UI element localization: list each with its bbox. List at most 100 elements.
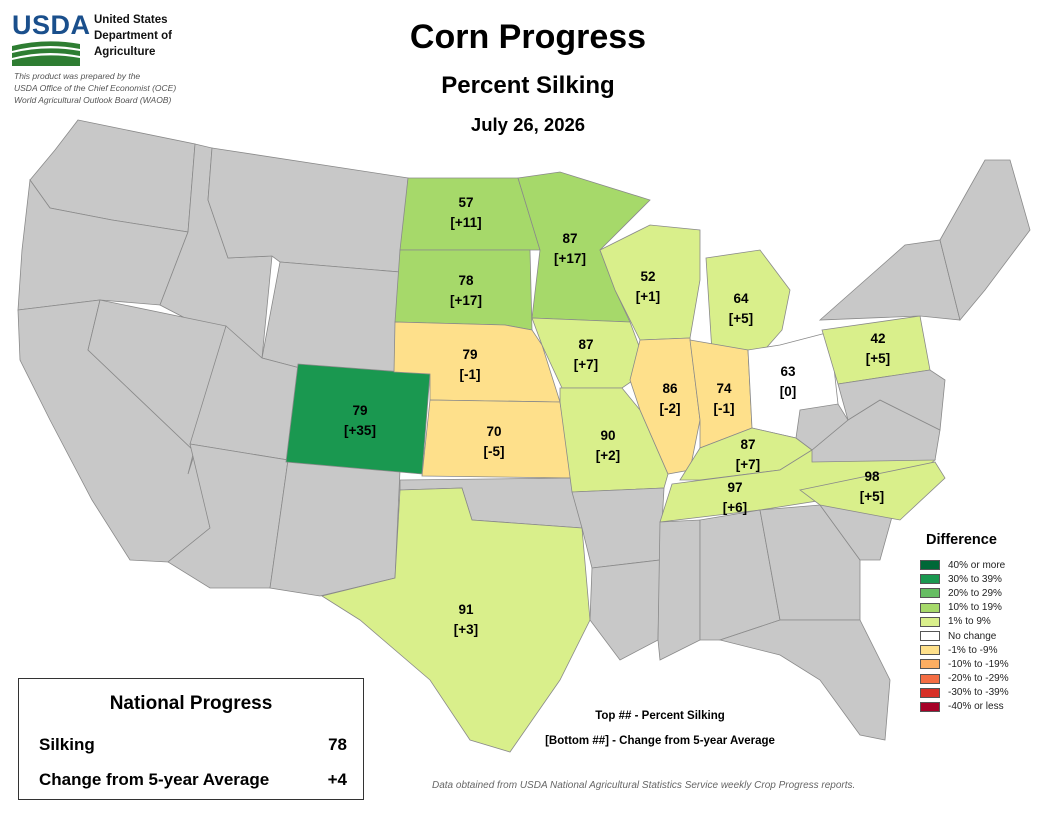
state-ms: [657, 519, 701, 661]
state-silking-value: 64: [733, 291, 749, 306]
legend-label: -30% to -39%: [948, 687, 1009, 699]
usda-logo: USDA United States Department of Agricul…: [12, 10, 212, 70]
state-ar: [571, 487, 665, 569]
state-silking-value: 52: [640, 269, 655, 284]
agency-line: United States: [94, 14, 168, 26]
state-silking-value: 79: [352, 403, 367, 418]
legend-swatch: [920, 616, 940, 627]
state-tx: [320, 487, 591, 753]
state-change-value: [+11]: [450, 215, 481, 230]
state-change-value: [+17]: [450, 293, 482, 308]
legend-item: 30% to 39%: [920, 572, 1009, 586]
legend-swatch: [920, 560, 940, 571]
state-change-value: [+35]: [344, 423, 376, 438]
legend-item: 10% to 19%: [920, 601, 1009, 615]
legend-swatch: [920, 645, 940, 656]
state-silking-value: 90: [600, 428, 615, 443]
state-silking-value: 78: [458, 273, 474, 288]
state-ks: [421, 399, 573, 479]
national-row-label: Change from 5-year Average: [39, 770, 270, 789]
state-change-value: [+5]: [860, 489, 884, 504]
state-nv: [87, 299, 227, 475]
legend-swatch: [920, 588, 940, 599]
state-md-de_nj: [837, 369, 946, 431]
legend-item: -20% to -29%: [920, 672, 1009, 686]
agency-name: United States Department of Agriculture: [94, 12, 214, 60]
state-change-value: [+5]: [866, 351, 890, 366]
legend-swatch: [920, 602, 940, 613]
state-silking-value: 97: [727, 480, 742, 495]
legend-item: 1% to 9%: [920, 615, 1009, 629]
state-co: [285, 363, 431, 475]
state-mt: [207, 147, 409, 273]
note-bottom-label: [Bottom ##] - Change from 5-year Average: [545, 735, 775, 747]
state-change-value: [+17]: [554, 251, 586, 266]
state-change-value: [+5]: [729, 311, 753, 326]
state-sd: [394, 249, 533, 331]
prepared-by-credit: This product was prepared by the USDA Of…: [14, 70, 224, 106]
legend-swatch: [920, 687, 940, 698]
state-silking-value: 87: [578, 337, 593, 352]
credit-line: USDA Office of the Chief Economist (OCE): [14, 83, 177, 93]
legend-title: Difference: [926, 532, 997, 548]
map-date: July 26, 2026: [470, 114, 586, 135]
state-silking-value: 87: [562, 231, 577, 246]
state-change-value: [+7]: [736, 457, 760, 472]
state-silking-value: 57: [458, 195, 473, 210]
state-silking-value: 42: [870, 331, 885, 346]
state-nd: [399, 177, 541, 251]
state-ne-states: [939, 159, 1031, 321]
map-title: Corn Progress: [409, 18, 647, 56]
national-row-value: 78: [328, 735, 347, 754]
legend-label: 40% or more: [948, 559, 1006, 571]
national-row-label: Silking: [39, 735, 95, 754]
state-silking-value: 63: [780, 364, 796, 379]
legend-item: -1% to -9%: [920, 643, 1009, 657]
legend-item: -10% to -19%: [920, 657, 1009, 671]
legend-label: -20% to -29%: [948, 673, 1009, 685]
legend-item: -30% to -39%: [920, 686, 1009, 700]
state-wy: [261, 261, 401, 376]
legend-item: 40% or more: [920, 558, 1009, 572]
state-silking-value: 86: [662, 381, 678, 396]
state-la: [589, 559, 661, 661]
national-row-silking: Silking 78: [39, 735, 347, 755]
state-change-value: [-2]: [660, 401, 681, 416]
state-change-value: [+2]: [596, 448, 620, 463]
national-progress-box: National Progress Silking 78 Change from…: [18, 678, 364, 800]
credit-line: World Agricultural Outlook Board (WAOB): [14, 95, 172, 105]
state-labels-layer: 57 [+11] 78 [+17] 87 [+17] 79 [-1] 70 [-5] 79 [+35]…: [344, 195, 890, 637]
legend-label: 30% to 39%: [948, 573, 1002, 585]
state-silking-value: 74: [716, 381, 732, 396]
state-change-value: [+7]: [574, 357, 598, 372]
state-change-value: [+6]: [723, 500, 747, 515]
legend-label: 1% to 9%: [948, 616, 991, 628]
usda-logo-text: USDA: [12, 10, 91, 40]
state-change-value: [+3]: [454, 622, 478, 637]
states-layer: [17, 119, 1031, 753]
state-silking-value: 70: [486, 424, 501, 439]
legend-item: -40% or less: [920, 700, 1009, 714]
state-mo: [559, 387, 669, 493]
source-note: Data obtained from USDA National Agricul…: [432, 780, 856, 791]
legend-item: 20% to 29%: [920, 586, 1009, 600]
state-silking-value: 87: [740, 437, 755, 452]
state-change-value: [0]: [780, 384, 797, 399]
state-ga: [759, 504, 861, 621]
state-wi: [599, 224, 701, 341]
state-change-value: [-1]: [460, 367, 481, 382]
state-silking-value: 98: [864, 469, 880, 484]
map-subtitle: Percent Silking: [441, 72, 615, 99]
state-change-value: [-1]: [714, 401, 735, 416]
national-progress-title: National Progress: [109, 693, 273, 714]
national-row-change: Change from 5-year Average +4: [39, 770, 347, 790]
note-top-label: Top ## - Percent Silking: [595, 710, 725, 722]
legend-label: 10% to 19%: [948, 602, 1002, 614]
legend-label: 20% to 29%: [948, 587, 1002, 599]
state-fl: [718, 619, 891, 741]
state-silking-value: 79: [462, 347, 477, 362]
credit-line: This product was prepared by the: [14, 71, 141, 81]
agency-line: Department of: [94, 30, 172, 42]
state-change-value: [-5]: [484, 444, 505, 459]
